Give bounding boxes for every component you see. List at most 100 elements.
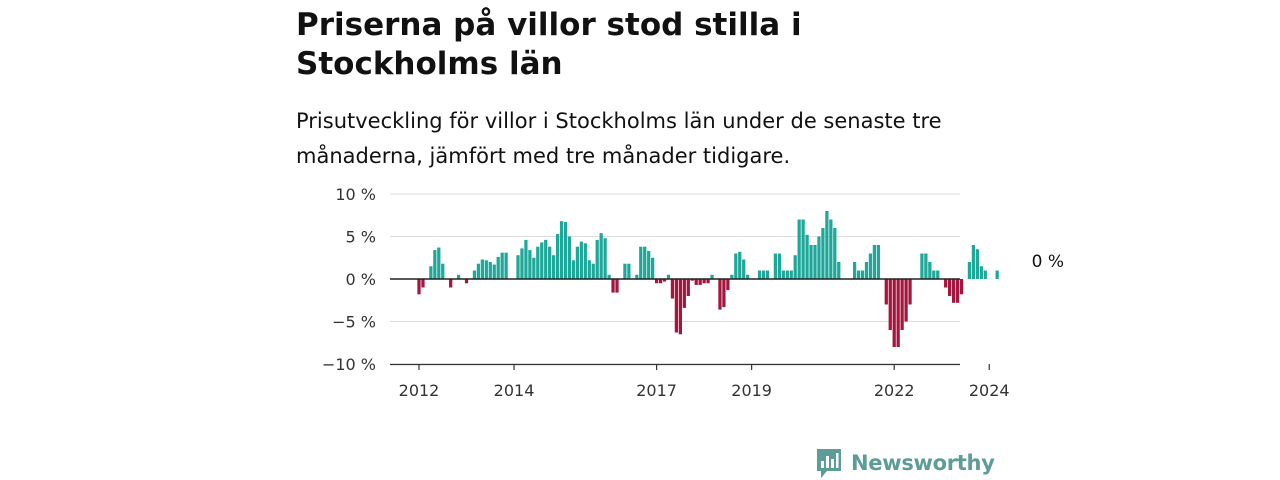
bar <box>908 279 912 305</box>
bar <box>813 245 817 279</box>
bar <box>528 250 532 279</box>
bar <box>920 253 924 279</box>
bar <box>429 266 433 279</box>
bar <box>464 279 469 284</box>
bar <box>456 274 461 279</box>
bar <box>706 279 710 284</box>
bar <box>587 260 591 279</box>
bar <box>793 255 797 279</box>
bar <box>559 221 564 279</box>
bar <box>809 245 813 279</box>
bar <box>777 253 781 279</box>
bar <box>678 279 682 335</box>
bar <box>761 270 766 279</box>
bar <box>579 241 583 279</box>
y-tick-label: 10 % <box>335 185 376 204</box>
bar <box>833 228 837 279</box>
bar <box>757 270 762 279</box>
bar <box>746 274 750 279</box>
bar <box>860 270 865 279</box>
bar <box>821 228 825 279</box>
x-tick-label: 2017 <box>636 381 677 400</box>
bar <box>975 249 979 279</box>
y-tick-label: 0 % <box>346 270 376 289</box>
bar <box>884 279 888 305</box>
bar <box>742 259 746 279</box>
bar <box>571 260 576 279</box>
bar <box>944 279 948 288</box>
bar <box>710 274 714 279</box>
bar <box>856 270 861 279</box>
x-tick-label: 2012 <box>399 381 440 400</box>
bar <box>476 263 481 279</box>
brand-name: Newsworthy <box>851 451 995 475</box>
bar <box>540 242 544 279</box>
bar <box>532 257 536 279</box>
brand-logo: Newsworthy <box>815 446 995 480</box>
bar <box>567 236 572 279</box>
bar <box>932 270 936 279</box>
bar <box>544 239 548 279</box>
bar <box>765 270 770 279</box>
chart-subtitle: Prisutveckling för villor i Stockholms l… <box>296 109 942 168</box>
chart-title: Priserna på villor stod stilla i Stockho… <box>296 7 802 82</box>
bar <box>694 279 698 285</box>
bar <box>951 279 956 303</box>
bar <box>876 245 880 279</box>
bar <box>488 262 492 279</box>
bar <box>801 219 805 279</box>
bar <box>928 262 932 279</box>
bar <box>959 279 964 295</box>
bar <box>924 253 928 279</box>
bar <box>441 263 445 279</box>
bar <box>872 245 877 279</box>
bar <box>536 246 540 279</box>
bar <box>504 252 508 279</box>
bar <box>785 270 789 279</box>
bar <box>496 256 500 279</box>
bar <box>563 222 568 279</box>
bar <box>904 279 908 322</box>
bar <box>449 279 453 288</box>
bar <box>888 279 892 330</box>
bar <box>611 279 615 293</box>
bar <box>472 270 477 279</box>
x-tick-label: 2024 <box>969 381 1010 400</box>
bar <box>837 262 841 279</box>
bar <box>575 246 580 279</box>
bar <box>627 263 631 279</box>
bar <box>789 270 793 279</box>
bar <box>900 279 904 330</box>
bar <box>500 252 504 279</box>
bar <box>773 253 778 279</box>
bar <box>595 239 599 279</box>
bar <box>417 279 421 295</box>
bar <box>651 257 655 279</box>
bar <box>995 270 999 279</box>
bar <box>892 279 896 347</box>
bar <box>730 274 734 279</box>
chart-card: Priserna på villor stod stilla i Stockho… <box>296 0 996 480</box>
x-tick-label: 2014 <box>494 381 535 400</box>
bar <box>662 279 667 282</box>
bar <box>658 279 663 284</box>
bar <box>647 250 651 279</box>
bar <box>864 262 869 279</box>
bar <box>433 250 437 279</box>
bar <box>896 279 900 347</box>
bar <box>983 270 987 279</box>
x-tick-label: 2019 <box>731 381 772 400</box>
bar <box>781 270 785 279</box>
bar <box>480 259 484 279</box>
bar <box>666 274 671 279</box>
bar <box>702 279 706 284</box>
bar <box>868 253 873 279</box>
bar <box>552 255 556 279</box>
y-tick-label: 5 % <box>346 228 376 247</box>
bar <box>817 236 821 279</box>
bar <box>829 219 833 279</box>
bar <box>738 251 742 279</box>
bar <box>516 255 520 279</box>
bar <box>520 248 524 279</box>
